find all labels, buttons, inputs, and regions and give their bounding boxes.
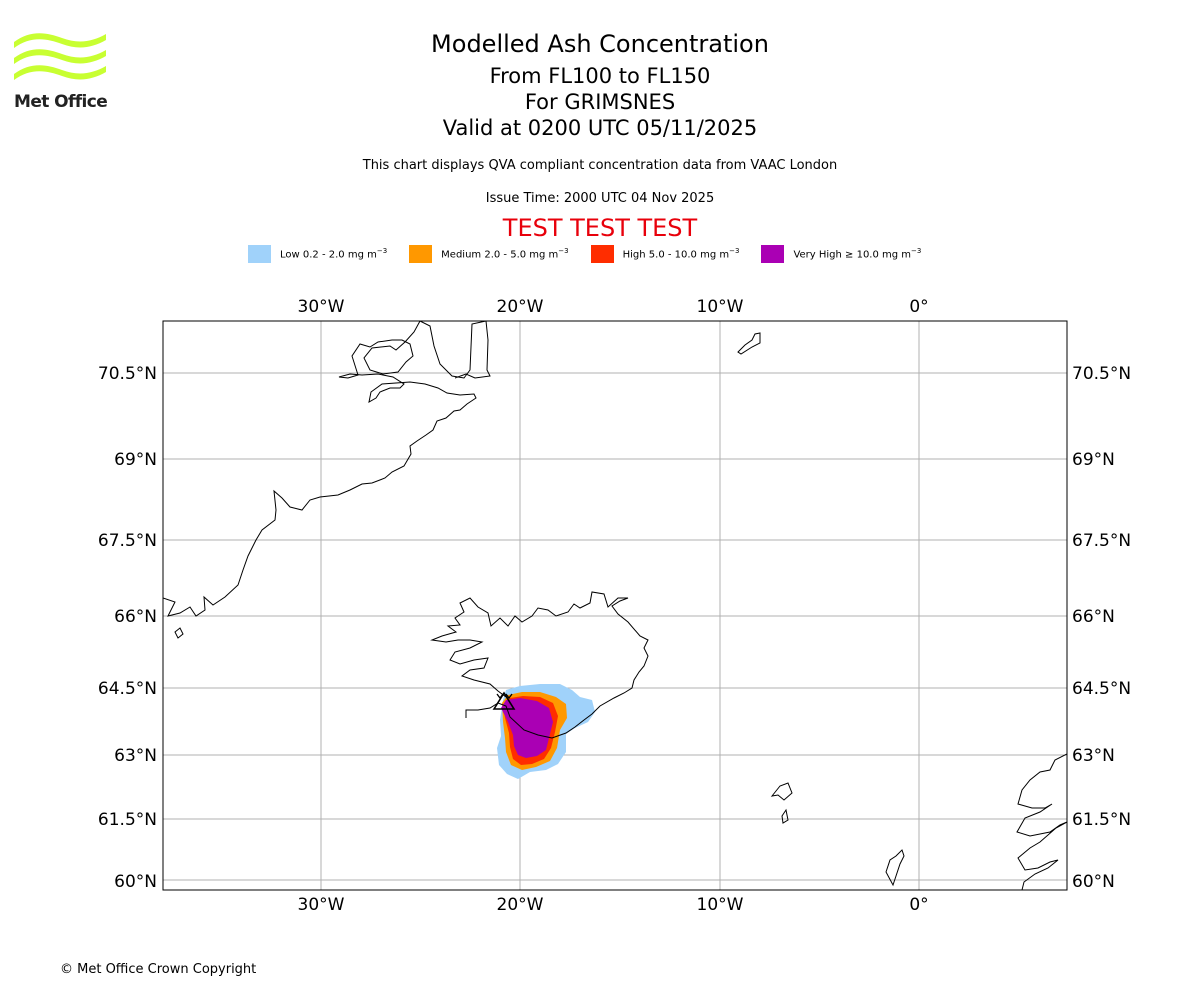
coastline-faroe-1 [770, 782, 793, 801]
lat-tick-left-60n: 60°N [114, 872, 157, 892]
lat-tick-right-60n: 60°N [1072, 872, 1115, 892]
logo-text: Met Office [14, 92, 108, 112]
legend-item-high: High 5.0 - 10.0 mg m−3 [590, 245, 740, 263]
legend-unit-high: −3 [729, 247, 740, 256]
legend-unit-low: −3 [376, 247, 388, 256]
legend-item-low: Low 0.2 - 2.0 mg m−3 [248, 245, 387, 263]
legend-swatch-medium [409, 245, 433, 263]
lon-tick-bottom-30w: 30°W [298, 895, 345, 915]
map-background [163, 321, 1067, 890]
coastline-iceland [430, 591, 649, 739]
coastlines [163, 321, 1067, 890]
lat-tick-left-61-5n: 61.5°N [98, 810, 157, 830]
lon-tick-top-0: 0° [909, 297, 928, 317]
chart-title: Modelled Ash Concentration [431, 30, 769, 58]
lon-tick-bottom-0: 0° [909, 895, 928, 915]
lat-tick-right-61-5n: 61.5°N [1072, 810, 1131, 830]
lat-tick-left-69n: 69°N [114, 450, 157, 470]
legend-label-very-high: Very High ≥ 10.0 mg m [793, 249, 912, 261]
test-banner: TEST TEST TEST [502, 214, 698, 242]
lat-tick-left-66n: 66°N [114, 607, 157, 627]
flight-level-subtitle: From FL100 to FL150 [489, 64, 711, 88]
chart-description: This chart displays QVA compliant concen… [362, 158, 838, 173]
legend-item-medium: Medium 2.0 - 5.0 mg m−3 [409, 245, 569, 263]
legend-label-low: Low 0.2 - 2.0 mg m [280, 249, 377, 261]
lat-tick-right-64-5n: 64.5°N [1072, 679, 1131, 699]
volcano-subtitle: For GRIMSNES [524, 90, 676, 114]
lat-tick-left-70-5n: 70.5°N [98, 364, 157, 384]
map-frame [162, 320, 1068, 891]
lat-tick-right-66n: 66°N [1072, 607, 1115, 627]
lat-tick-left-64-5n: 64.5°N [98, 679, 157, 699]
lat-tick-right-63n: 63°N [1072, 746, 1115, 766]
legend-item-very-high: Very High ≥ 10.0 mg m−3 [761, 245, 921, 263]
legend: Low 0.2 - 2.0 mg m−3 Medium 2.0 - 5.0 mg… [248, 244, 943, 264]
legend-swatch-very-high [761, 245, 785, 263]
legend-label-high: High 5.0 - 10.0 mg m [622, 249, 730, 261]
lat-tick-right-69n: 69°N [1072, 450, 1115, 470]
legend-label-medium: Medium 2.0 - 5.0 mg m [441, 249, 559, 261]
coastline-small-island [174, 627, 184, 639]
legend-unit-medium: −3 [558, 247, 569, 256]
lat-tick-left-63n: 63°N [114, 746, 157, 766]
lon-tick-top-20w: 20°W [497, 297, 544, 317]
coastline-shetland [885, 849, 905, 887]
legend-swatch-low [248, 245, 271, 263]
coastline-jan-mayen [737, 332, 761, 355]
lon-tick-bottom-10w: 10°W [697, 895, 744, 915]
volcano-triangle-icon [492, 691, 516, 710]
issue-time: Issue Time: 2000 UTC 04 Nov 2025 [485, 191, 715, 206]
coastline-norway [1016, 753, 1067, 890]
coastline-faroe-2 [781, 808, 789, 824]
copyright: © Met Office Crown Copyright [60, 962, 257, 977]
lat-tick-right-70-5n: 70.5°N [1072, 364, 1131, 384]
ash-contour-very-high [501, 698, 553, 758]
met-office-wave-logo-icon [14, 33, 106, 80]
lon-tick-top-30w: 30°W [298, 297, 345, 317]
valid-time-subtitle: Valid at 0200 UTC 05/11/2025 [442, 116, 758, 140]
legend-swatch-high [590, 245, 614, 263]
coastline-greenland [163, 321, 491, 617]
lat-tick-left-67-5n: 67.5°N [98, 531, 157, 551]
gridlines [163, 321, 1067, 890]
lon-tick-top-10w: 10°W [697, 297, 744, 317]
legend-unit-very-high: −3 [911, 247, 922, 256]
lon-tick-bottom-20w: 20°W [497, 895, 544, 915]
lat-tick-right-67-5n: 67.5°N [1072, 531, 1131, 551]
